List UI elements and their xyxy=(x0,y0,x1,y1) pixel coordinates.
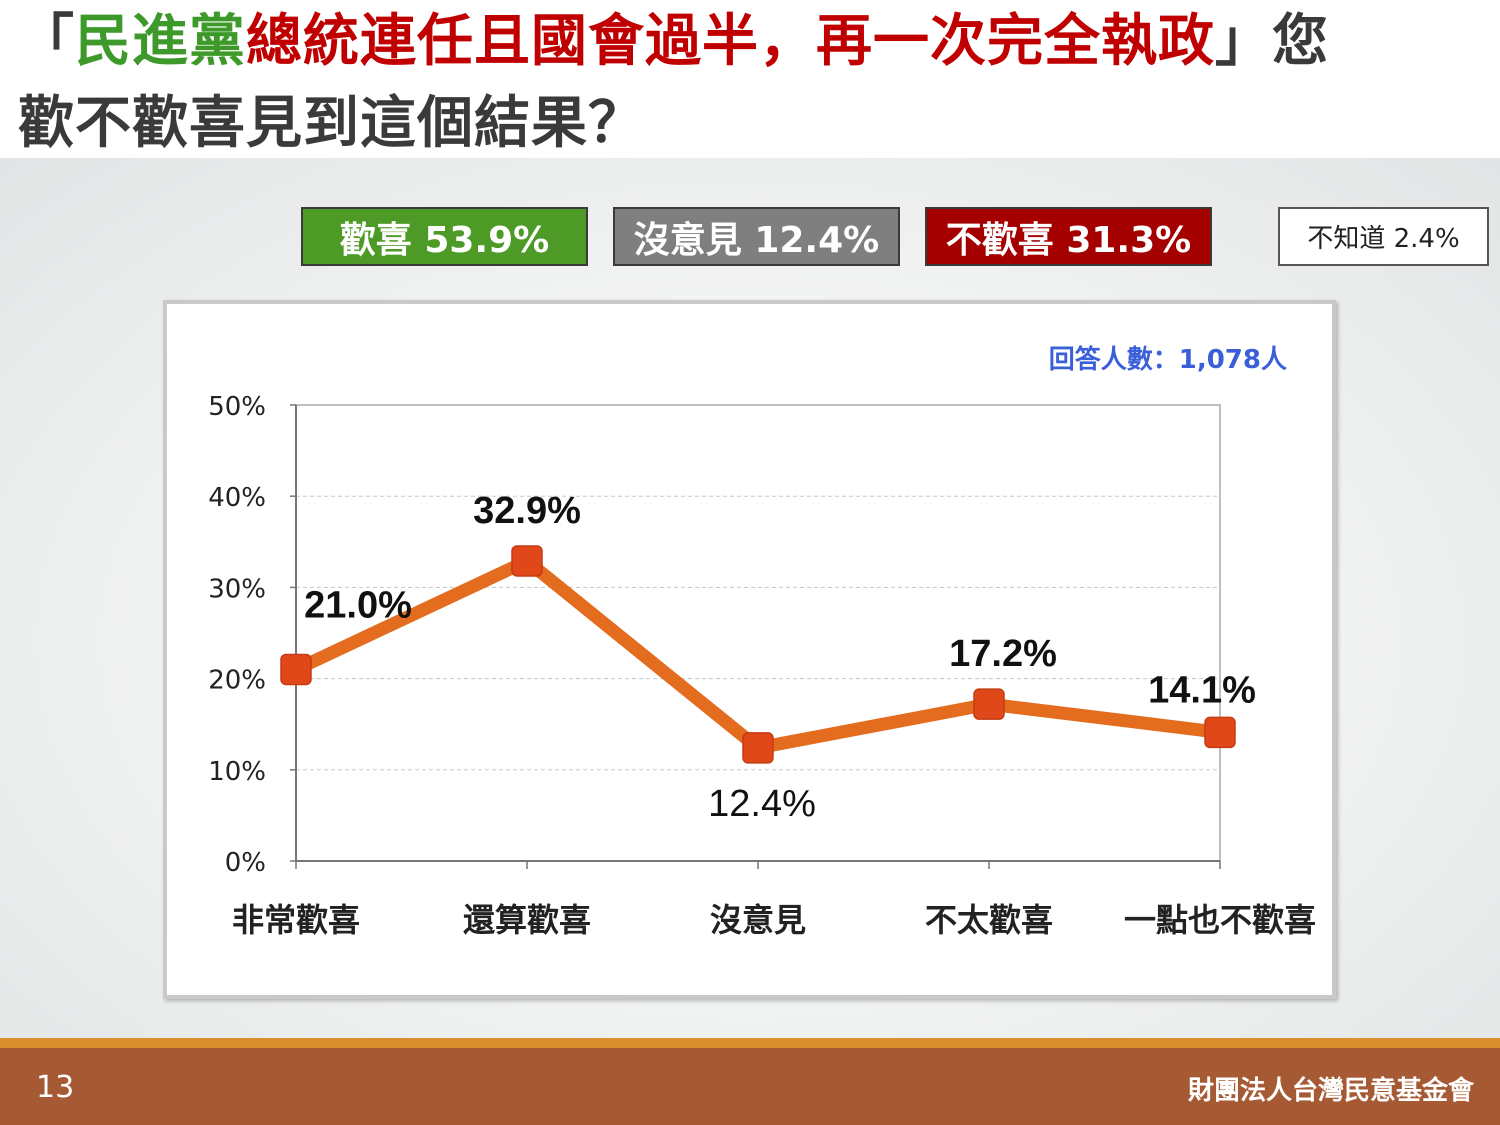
title-party: 民進黨 xyxy=(75,9,246,74)
footer-accent-line xyxy=(0,1038,1500,1048)
x-category-label: 非常歡喜 xyxy=(232,901,360,939)
data-label: 14.1% xyxy=(1148,669,1256,711)
data-point-marker xyxy=(973,688,1005,720)
respondent-count-note: 回答人數：1,078人 xyxy=(1049,344,1287,375)
data-point-marker xyxy=(280,653,312,686)
data-point-marker xyxy=(511,545,543,577)
line-chart: 0% 10% 20% 30% 40% 50% 非常歡喜 還算歡喜 沒意見 不太歡喜 一點也不歡喜 21… xyxy=(208,344,1316,939)
footer-bar: 13 財團法人台灣民意基金會 xyxy=(0,1048,1500,1125)
title-area: 「民進黨總統連任且國會過半，再一次完全執政」您 歡不歡喜見到這個結果？ xyxy=(0,0,1500,158)
data-label: 21.0% xyxy=(304,584,412,626)
x-category-label: 沒意見 xyxy=(710,901,806,939)
title-headline: 總統連任且國會過半，再一次完全執政 xyxy=(246,9,1215,74)
y-tick-label: 40% xyxy=(208,483,266,513)
x-category-label: 還算歡喜 xyxy=(463,901,591,939)
summary-dontknow-badge: 不知道 2.4% xyxy=(1278,207,1489,266)
summary-dislike-badge: 不歡喜 31.3% xyxy=(925,207,1212,266)
data-label: 12.4% xyxy=(708,783,816,825)
title-line-2: 歡不歡喜見到這個結果？ xyxy=(18,91,645,156)
chart-panel: 0% 10% 20% 30% 40% 50% 非常歡喜 還算歡喜 沒意見 不太歡喜 一點也不歡喜 21… xyxy=(163,300,1336,999)
y-tick-label: 0% xyxy=(225,848,266,878)
title-close-quote: 」您 xyxy=(1215,9,1329,74)
summary-neutral-badge: 沒意見 12.4% xyxy=(613,207,900,266)
data-label: 32.9% xyxy=(473,490,581,532)
x-category-label: 一點也不歡喜 xyxy=(1124,901,1316,939)
y-tick-label: 50% xyxy=(208,392,266,422)
title-line-1: 「民進黨總統連任且國會過半，再一次完全執政」您 xyxy=(18,14,1329,70)
y-tick-label: 20% xyxy=(208,666,266,696)
series-line xyxy=(289,554,1227,755)
y-tick-label: 10% xyxy=(208,757,266,787)
x-category-label: 不太歡喜 xyxy=(925,901,1053,939)
y-tick-label: 30% xyxy=(208,574,266,604)
organization-name: 財團法人台灣民意基金會 xyxy=(1187,1076,1474,1106)
page-number: 13 xyxy=(36,1070,75,1105)
data-label: 17.2% xyxy=(949,633,1057,675)
title-open-quote: 「 xyxy=(18,9,75,74)
summary-like-badge: 歡喜 53.9% xyxy=(301,207,588,266)
data-point-marker xyxy=(742,732,774,764)
data-point-marker xyxy=(1204,716,1236,749)
